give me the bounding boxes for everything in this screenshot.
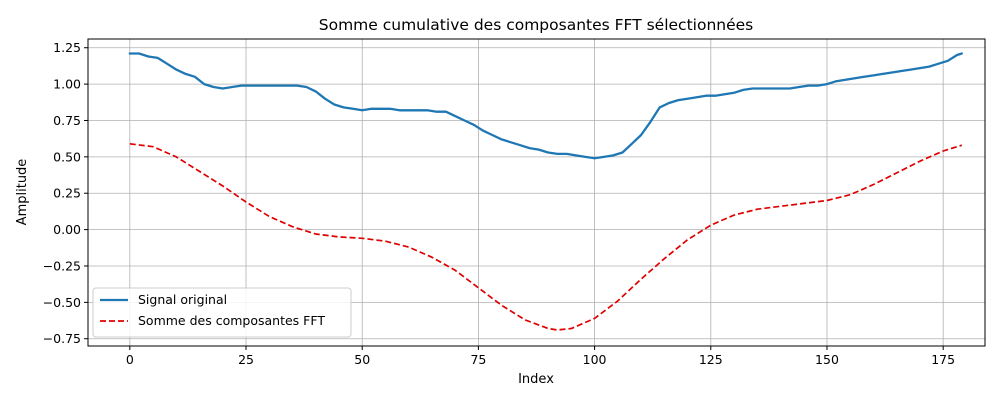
x-tick-label: 125 <box>699 352 723 367</box>
legend: Signal original Somme des composantes FF… <box>92 287 352 338</box>
series-line-somme-fft <box>129 142 963 331</box>
y-axis-ticks: −0.75 −0.50 −0.25 0.00 0.25 0.50 0.75 1.00 1.25 <box>43 40 88 346</box>
series-line-signal-original <box>128 52 963 160</box>
y-tick-label: 0.75 <box>53 113 81 128</box>
legend-label-somme-fft: Somme des composantes FFT <box>138 313 325 328</box>
y-tick-label: 1.00 <box>53 77 81 92</box>
plot-frame <box>87 38 986 347</box>
y-tick-label: −0.75 <box>43 331 81 346</box>
legend-label-signal-original: Signal original <box>138 292 227 307</box>
grid <box>88 39 985 346</box>
y-tick-label: 0.50 <box>53 149 81 164</box>
chart-title: Somme cumulative des composantes FFT sél… <box>319 16 753 34</box>
x-tick-label: 75 <box>470 352 486 367</box>
x-tick-label: 25 <box>238 352 254 367</box>
y-tick-label: 0.25 <box>53 186 81 201</box>
x-tick-label: 0 <box>126 352 134 367</box>
x-tick-label: 175 <box>931 352 955 367</box>
y-tick-label: 1.25 <box>53 40 81 55</box>
x-tick-label: 100 <box>583 352 607 367</box>
y-tick-label: 0.00 <box>53 222 81 237</box>
series-layer <box>128 52 963 331</box>
legend-box <box>92 287 352 338</box>
x-axis-label: Index <box>518 372 554 387</box>
y-tick-label: −0.50 <box>43 295 81 310</box>
y-axis-label: Amplitude <box>15 159 30 226</box>
y-tick-label: −0.25 <box>43 258 81 273</box>
x-axis-ticks: 0 25 50 75 100 125 150 175 <box>126 346 955 367</box>
x-tick-label: 50 <box>354 352 370 367</box>
x-tick-label: 150 <box>815 352 839 367</box>
